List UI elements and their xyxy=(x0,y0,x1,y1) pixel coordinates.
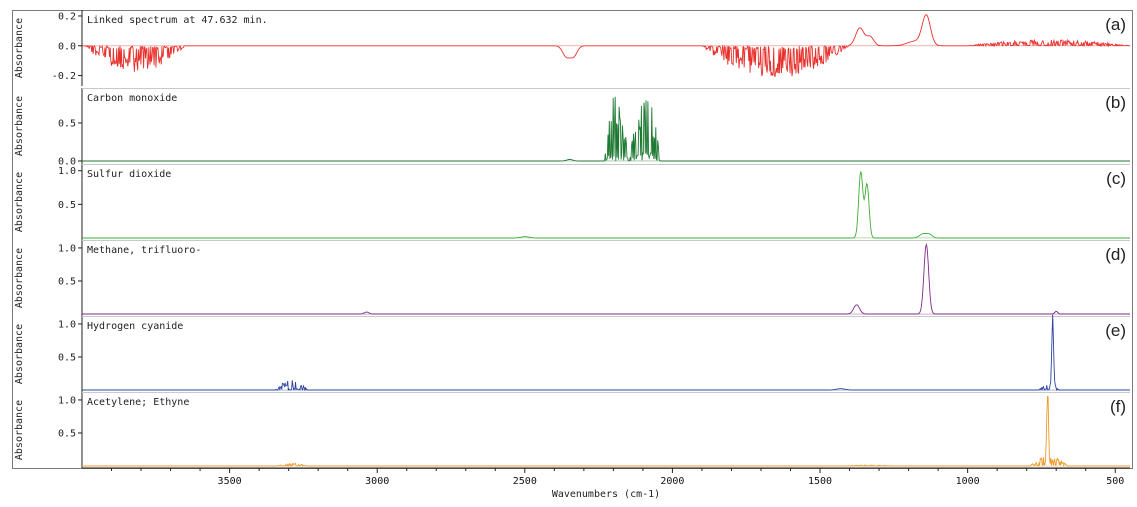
y-tick-label: 1.0 xyxy=(58,395,76,406)
compound-label: Methane, trifluoro- xyxy=(87,245,201,256)
panel-letter: (e) xyxy=(1105,321,1126,340)
x-tick-label: 500 xyxy=(1106,476,1124,487)
y-tick-label: 1.0 xyxy=(58,243,76,254)
spectrum-line xyxy=(82,395,1130,468)
y-tick-label: 0.5 xyxy=(58,200,76,211)
compound-label: Carbon monoxide xyxy=(87,93,177,104)
y-axis-label: Absorbance xyxy=(14,172,25,232)
spectrum-line xyxy=(82,171,1130,239)
spectrum-line xyxy=(82,96,1130,162)
y-axis-label: Absorbance xyxy=(14,248,25,308)
panel-letter: (c) xyxy=(1106,169,1126,188)
compound-label: Acetylene; Ethyne xyxy=(87,397,189,408)
y-tick-label: 1.0 xyxy=(58,166,76,177)
y-tick-label: 1.0 xyxy=(58,319,76,330)
y-axis-label: Absorbance xyxy=(14,18,25,78)
x-tick-label: 1500 xyxy=(808,476,832,487)
compound-label: Linked spectrum at 47.632 min. xyxy=(87,15,268,26)
y-tick-label: 0.5 xyxy=(58,276,76,287)
y-axis-label: Absorbance xyxy=(14,324,25,384)
compound-label: Hydrogen cyanide xyxy=(87,321,183,332)
y-tick-label: 0.5 xyxy=(58,118,76,129)
x-axis-label: Wavenumbers (cm-1) xyxy=(552,489,660,500)
x-tick-label: 2000 xyxy=(660,476,684,487)
x-tick-label: 3000 xyxy=(365,476,389,487)
panel-letter: (b) xyxy=(1105,93,1126,112)
y-tick-label: 0.0 xyxy=(58,41,76,52)
spectrum-line xyxy=(82,314,1130,392)
y-axis-label: Absorbance xyxy=(14,400,25,460)
panel-letter: (a) xyxy=(1105,15,1126,34)
y-tick-label: -0.2 xyxy=(52,71,76,82)
y-tick-label: 0.5 xyxy=(58,428,76,439)
y-tick-label: 0.2 xyxy=(58,11,76,22)
x-tick-label: 3500 xyxy=(218,476,242,487)
compound-label: Sulfur dioxide xyxy=(87,169,171,180)
panel-letter: (f) xyxy=(1110,397,1126,416)
spectrum-line xyxy=(82,242,1130,315)
y-tick-label: 0.5 xyxy=(58,352,76,363)
x-tick-label: 1000 xyxy=(956,476,980,487)
x-tick-label: 2500 xyxy=(513,476,537,487)
y-axis-label: Absorbance xyxy=(14,96,25,156)
y-tick-label: 0.0 xyxy=(58,156,76,167)
panel-letter: (d) xyxy=(1105,245,1126,264)
